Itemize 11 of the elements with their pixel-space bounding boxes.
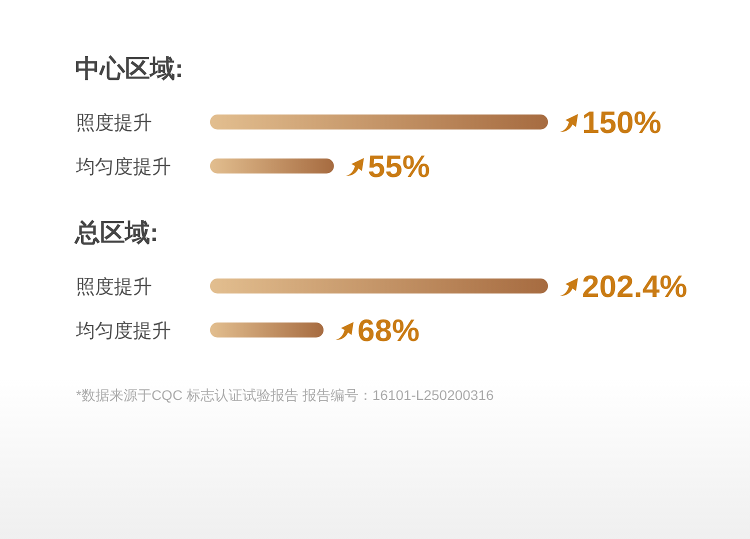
chart-title: 总区域: [74, 219, 158, 247]
y-tick-label: 均匀度提升 [75, 156, 171, 178]
text: *数据来源于CQC 标志认证试验报告 报告编号：16101-L250200316 [76, 387, 494, 403]
y-tick-label: 均匀度提升 [75, 320, 171, 342]
y-tick-label: 照度提升 [76, 276, 152, 298]
y-tick-label: 照度提升 [76, 112, 152, 134]
chart-title: 中心区域: [75, 55, 184, 83]
data-label: 55% [368, 149, 430, 184]
data-label: 68% [358, 313, 420, 348]
data-label: 202.4% [582, 269, 688, 304]
data-label: 150% [582, 105, 662, 140]
